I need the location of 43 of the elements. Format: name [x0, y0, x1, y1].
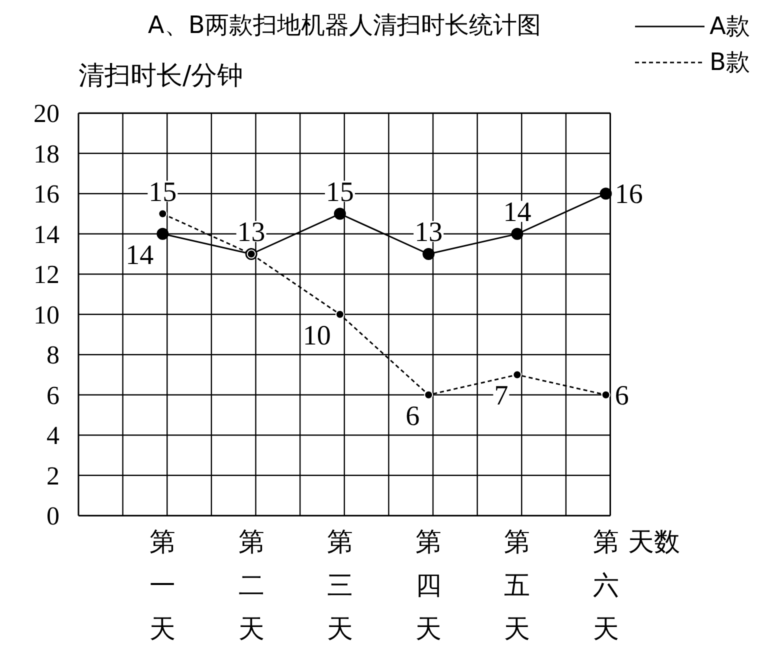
y-axis-title: 清扫时长/分钟 — [78, 61, 244, 92]
y-tick-label: 20 — [34, 99, 60, 128]
y-tick-label: 10 — [34, 300, 60, 330]
y-tick-label: 14 — [34, 220, 60, 249]
data-label: 6 — [406, 400, 420, 432]
y-tick-label: 6 — [46, 380, 60, 410]
data-label: 14 — [503, 196, 532, 228]
x-tick-label: 第三天 — [326, 528, 353, 645]
y-tick-label: 8 — [46, 340, 60, 370]
y-tick-label: 0 — [46, 502, 60, 531]
data-label: 15 — [326, 176, 354, 208]
data-label: 10 — [302, 320, 331, 352]
y-tick-label: 12 — [34, 260, 60, 290]
x-tick-label: 第六天 — [592, 528, 619, 645]
data-label: 14 — [126, 240, 154, 271]
point — [156, 228, 169, 240]
point — [601, 390, 610, 400]
x-tick-label: 第四天 — [416, 528, 442, 645]
point — [335, 310, 344, 319]
legend-label: B款 — [710, 47, 750, 78]
x-tick-label: 第五天 — [504, 528, 530, 645]
y-tick-label: 4 — [46, 421, 60, 450]
point — [424, 390, 434, 400]
data-label: 13 — [414, 217, 443, 248]
data-label: 13 — [237, 217, 266, 248]
x-tick-label: 第二天 — [238, 528, 264, 645]
point — [600, 188, 612, 200]
point — [158, 209, 168, 218]
point — [511, 228, 524, 240]
data-label: 7 — [494, 380, 508, 412]
chart-title: A、B两款扫地机器人清扫时长统计图 — [148, 11, 541, 40]
point — [334, 208, 346, 220]
data-label: 16 — [614, 179, 643, 210]
x-tick-label: 第一天 — [150, 528, 176, 645]
point — [512, 370, 522, 380]
x-axis-title: 天数 — [628, 528, 680, 558]
data-label: 15 — [148, 176, 177, 208]
y-tick-label: 2 — [46, 461, 60, 490]
legend-label: A款 — [710, 11, 750, 42]
data-label: 6 — [614, 380, 629, 412]
y-tick-label: 16 — [34, 180, 60, 209]
y-tick-label: 18 — [34, 139, 60, 168]
point — [422, 248, 435, 260]
